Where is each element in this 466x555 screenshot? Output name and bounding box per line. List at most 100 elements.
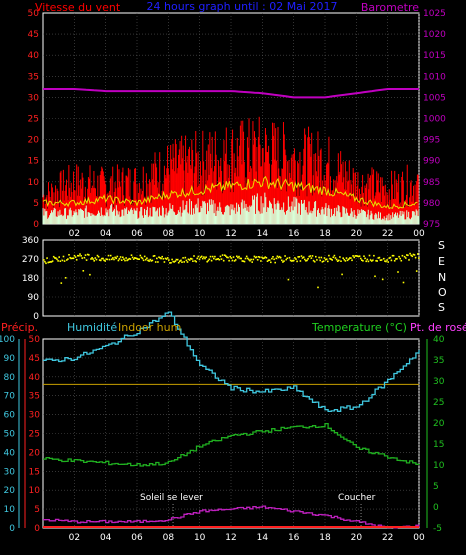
wind-direction-point [221,254,224,256]
wind-direction-point [229,255,231,258]
wind-direction-point [372,259,374,262]
wind-direction-point [126,259,128,262]
wind-direction-point [216,258,218,260]
wind-direction-point [44,260,46,263]
wind-direction-point [234,259,237,261]
wind-direction-point [95,258,98,261]
wind-direction-point [313,260,316,263]
wind-direction-point [297,256,299,258]
wind-direction-point [392,254,395,257]
humidity-y-tick-label: 20 [29,448,41,458]
wind-direction-point [409,252,411,255]
wind-direction-point [256,259,259,261]
wind-y-tick-label: 5 [33,199,39,209]
wind-direction-point [98,259,101,261]
wind-direction-point [194,260,196,262]
wind-direction-point [388,257,391,259]
wind-direction-point [300,255,303,257]
wind-direction-point [148,260,150,262]
barometer-y-tick-label: 1015 [423,51,446,61]
wind-direction-point [242,260,245,262]
wind-direction-point [86,253,89,256]
wind-y-tick-label: 20 [28,136,40,146]
wind-direction-point [200,255,203,258]
temp-x-tick-label: 12 [225,533,236,543]
wind-direction-point [206,260,208,263]
wind-direction-point [309,255,312,257]
barometer-y-tick-label: 990 [423,157,440,167]
wind-direction-point [158,256,160,258]
wind-direction-point [198,258,201,261]
wind-direction-point [199,256,202,259]
barometer-y-tick-label: 975 [423,220,440,230]
wind-direction-point [347,258,350,260]
wind-direction-point [71,257,74,260]
wind-direction-point [253,255,256,258]
wind-y-tick-label: 40 [28,51,40,61]
wind-direction-point [325,258,328,260]
wind-direction-point [85,259,88,261]
wind-direction-point [266,260,269,262]
wind-direction-point [79,253,81,255]
wind-direction-point [308,255,310,258]
wind-direction-point [323,257,326,259]
wind-x-tick-label: 10 [194,229,206,239]
wind-direction-point [363,255,365,257]
wind-direction-point [138,258,140,260]
wind-direction-point [268,259,271,261]
dewpoint-label: Pt. de rosée [410,321,466,334]
indoor-hum-label: Indoor hum [118,321,181,334]
wind-direction-point [310,257,313,259]
wind-x-tick-label: 12 [225,229,236,239]
wind-direction-point [304,258,306,261]
wind-y-tick-label: 50 [28,9,40,19]
wind-direction-point [91,257,93,259]
wind-direction-point [356,255,359,257]
wind-direction-point [264,256,267,258]
wind-direction-point [345,257,348,259]
wind-direction-point [287,278,290,281]
temperature-y-tick-label: -5 [433,524,442,534]
wind-direction-point [75,259,78,261]
wind-direction-point [145,258,147,261]
wind-direction-point [116,255,119,258]
wind-direction-point [261,256,263,259]
wind-direction-point [90,258,92,260]
wind-direction-point [49,261,52,263]
wind-direction-point [74,256,77,258]
wind-direction-point [305,260,307,262]
wind-direction-point [69,256,71,259]
wind-direction-point [259,256,261,259]
wind-direction-point [239,257,241,260]
wind-direction-point [321,261,324,263]
wind-direction-point [271,257,273,260]
wind-direction-point [350,257,352,259]
wind-direction-point [195,260,197,263]
wind-direction-point [149,258,151,261]
wind-speed-line [42,175,418,210]
wind-direction-point [64,277,67,279]
precip-y-tick-label: 60 [4,411,16,421]
wind-direction-point [100,259,102,262]
wind-direction-point [112,257,114,259]
wind-y-tick-label: 0 [33,220,39,230]
wind-direction-point [163,261,166,263]
wind-direction-point [161,255,163,258]
wind-direction-point [120,259,123,261]
wind-direction-point [285,258,287,261]
wind-direction-point [397,271,399,273]
wind-direction-point [298,256,301,258]
wind-direction-point [291,260,294,262]
wind-direction-point [384,260,386,262]
humidity-y-tick-label: 35 [29,392,40,402]
wind-direction-point [154,261,157,263]
wind-direction-point [179,260,181,262]
barometer-y-tick-label: 1025 [423,9,446,19]
wind-direction-point [374,275,376,278]
wind-direction-point [162,258,165,260]
wind-direction-point [410,254,412,257]
temp-x-tick-label: 00 [413,533,425,543]
humidity-y-tick-label: 25 [29,430,40,440]
temperature-y-tick-label: 30 [433,377,445,387]
